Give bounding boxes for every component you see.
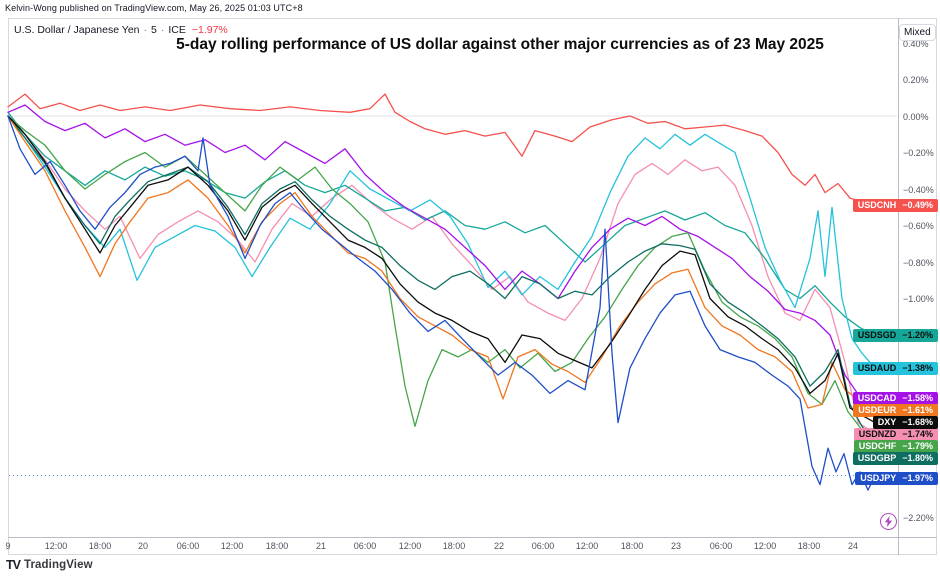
symbol-interval[interactable]: 5 xyxy=(151,24,157,36)
x-axis-tick-label: 24 xyxy=(847,541,859,551)
price-label-symbol: USDJPY xyxy=(860,473,897,483)
x-axis-tick-label: 06:00 xyxy=(709,541,733,551)
x-axis-tick-label: 23 xyxy=(670,541,682,551)
price-label-change: −1.79% xyxy=(902,441,933,451)
price-label-dxy: DXY −1.68% xyxy=(872,415,938,429)
tradingview-logo-icon: TV xyxy=(6,558,21,572)
y-axis-tick-label: −0.80% xyxy=(903,257,934,268)
x-axis-tick-label: 18:00 xyxy=(442,541,466,551)
price-label-symbol: USDNZD xyxy=(858,429,897,439)
price-label-symbol: DXY xyxy=(877,417,897,427)
price-label-usdjpy: USDJPY −1.97% xyxy=(855,471,938,485)
series-line-usdjpy[interactable] xyxy=(7,115,876,491)
series-line-usdcnh[interactable] xyxy=(7,93,876,207)
price-label-usdsgd: USDSGD −1.20% xyxy=(852,328,938,342)
price-label-usdgbp: USDGBP −1.80% xyxy=(852,451,938,465)
time-scale-border xyxy=(8,537,937,538)
x-axis-tick-label: 12:00 xyxy=(398,541,422,551)
x-axis-tick-label: 9 xyxy=(5,541,11,551)
x-axis-tick-label: 12:00 xyxy=(220,541,244,551)
x-axis-tick-label: 18:00 xyxy=(620,541,644,551)
price-label-symbol: USDAUD xyxy=(857,363,897,373)
price-label-change: −1.68% xyxy=(902,417,933,427)
price-label-usdcad: USDCAD −1.58% xyxy=(852,391,938,405)
x-axis-tick-label: 12:00 xyxy=(44,541,68,551)
price-label-usdcnh: USDCNH −0.49% xyxy=(852,198,938,212)
symbol-legend[interactable]: U.S. Dollar / Japanese Yen · 5 · ICE −1.97% xyxy=(14,24,228,36)
price-label-change: −0.49% xyxy=(902,200,933,210)
chart-panel[interactable] xyxy=(8,18,937,555)
tradingview-logo[interactable]: TV TradingView xyxy=(6,558,93,572)
market-status-button[interactable]: Mixed xyxy=(899,24,936,41)
price-label-usdchf: USDCHF −1.79% xyxy=(853,439,938,453)
price-label-change: −1.58% xyxy=(902,393,933,403)
x-axis-tick-label: 21 xyxy=(315,541,327,551)
separator-dot: · xyxy=(143,24,148,36)
price-label-change: −1.74% xyxy=(902,429,933,439)
y-axis-tick-label: 0.40% xyxy=(903,38,929,49)
price-label-usdnzd: USDNZD −1.74% xyxy=(853,427,938,441)
price-label-change: −1.97% xyxy=(902,473,933,483)
series-line-usdcad[interactable] xyxy=(7,104,876,406)
price-label-symbol: USDCHF xyxy=(858,441,897,451)
y-axis-tick-label: −0.60% xyxy=(903,221,934,231)
y-axis-tick-label: −2.20% xyxy=(903,513,934,523)
symbol-change: −1.97% xyxy=(191,24,228,36)
series-line-usdeur[interactable] xyxy=(7,115,876,411)
attribution-text: Kelvin-Wong published on TradingView.com… xyxy=(5,3,303,13)
price-label-change: −1.38% xyxy=(902,363,933,373)
x-axis-tick-label: 18:00 xyxy=(265,541,289,551)
price-label-symbol: USDEUR xyxy=(858,405,897,415)
series-line-usdgbp[interactable] xyxy=(7,115,876,446)
x-axis-tick-label: 20 xyxy=(137,541,149,551)
x-axis-tick-label: 06:00 xyxy=(531,541,555,551)
y-axis-tick-label: 0.20% xyxy=(903,75,929,85)
y-axis-tick-label: −0.20% xyxy=(903,148,934,158)
y-axis-tick-label: −1.00% xyxy=(903,294,934,304)
x-axis-tick-label: 06:00 xyxy=(353,541,377,551)
series-line-usdaud[interactable] xyxy=(7,115,876,369)
x-axis-tick-label: 06:00 xyxy=(176,541,200,551)
series-line-usdsgd[interactable] xyxy=(7,111,876,336)
lightning-bolt-button[interactable] xyxy=(880,513,897,530)
price-label-change: −1.61% xyxy=(902,405,933,415)
x-axis-tick-label: 18:00 xyxy=(88,541,112,551)
y-axis-tick-label: −0.40% xyxy=(903,184,934,195)
price-label-usdaud: USDAUD −1.38% xyxy=(852,361,938,375)
symbol-exchange[interactable]: ICE xyxy=(168,24,186,36)
price-label-usdeur: USDEUR −1.61% xyxy=(853,403,938,417)
chart-title: 5-day rolling performance of US dollar a… xyxy=(176,36,824,53)
x-axis-tick-label: 12:00 xyxy=(575,541,599,551)
x-axis-tick-label: 18:00 xyxy=(797,541,821,551)
x-axis-tick-label: 22 xyxy=(493,541,505,551)
time-scale[interactable]: 9 12:00 18:00 20 06:00 12:00 18:00 21 06:00 12:00… xyxy=(5,538,937,555)
series-line-dxy[interactable] xyxy=(7,115,876,424)
y-axis-tick-label: 0.00% xyxy=(903,111,929,122)
price-label-symbol: USDCNH xyxy=(857,200,897,210)
price-label-symbol: USDCAD xyxy=(857,393,897,403)
price-label-change: −1.80% xyxy=(902,453,933,463)
price-label-symbol: USDSGD xyxy=(857,330,897,340)
series-line-usdnzd[interactable] xyxy=(7,115,876,435)
price-scale-border xyxy=(898,18,899,555)
lightning-icon xyxy=(884,516,893,527)
symbol-name[interactable]: U.S. Dollar / Japanese Yen xyxy=(14,24,140,36)
price-label-symbol: USDGBP xyxy=(857,453,897,463)
price-label-change: −1.20% xyxy=(902,330,933,340)
x-axis-tick-label: 12:00 xyxy=(753,541,777,551)
separator-dot: · xyxy=(160,24,165,36)
tradingview-logo-text: TradingView xyxy=(23,559,93,571)
